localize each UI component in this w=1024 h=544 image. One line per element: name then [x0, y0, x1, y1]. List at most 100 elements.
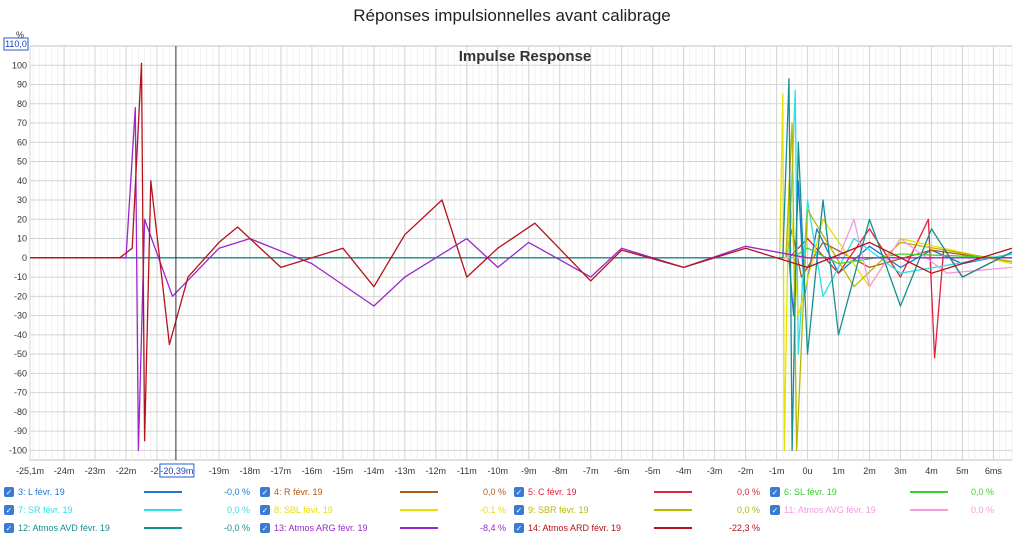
legend-swatch [654, 527, 692, 529]
legend-item[interactable]: ✓ 7: SR févr. 19 0,0 % [4, 502, 250, 518]
checkbox-icon[interactable]: ✓ [4, 505, 14, 515]
checkbox-icon[interactable]: ✓ [514, 505, 524, 515]
x-tick-label: -11m [457, 466, 477, 476]
y-tick-label: -60 [14, 368, 27, 378]
legend-value: 0,0 % [970, 487, 994, 497]
y-tick-label: 70 [17, 118, 27, 128]
checkbox-icon[interactable]: ✓ [260, 523, 270, 533]
checkbox-icon[interactable]: ✓ [260, 505, 270, 515]
legend-value: 0,0 % [226, 505, 250, 515]
x-tick-label: 4m [925, 466, 938, 476]
x-tick-label: 3m [894, 466, 907, 476]
y-tick-label: 100 [12, 60, 27, 70]
series-line [30, 180, 1013, 317]
x-tick-label: 5m [956, 466, 969, 476]
legend-item[interactable]: ✓ 9: SBR févr. 19 0,0 % [514, 502, 760, 518]
checkbox-icon[interactable]: ✓ [4, 487, 14, 497]
page-title: Réponses impulsionnelles avant calibrage [353, 6, 671, 25]
legend-item[interactable]: ✓ 5: C févr. 19 0,0 % [514, 484, 760, 500]
legend-item[interactable]: ✓ 6: SL févr. 19 0,0 % [770, 484, 994, 500]
y-max-label: 110,0 [5, 39, 27, 49]
legend-value: 0,0 % [970, 505, 994, 515]
legend-swatch [144, 491, 182, 493]
legend-value: 0,0 % [736, 487, 760, 497]
x-tick-label: -1m [769, 466, 785, 476]
x-tick-label: -7m [583, 466, 599, 476]
checkbox-icon[interactable]: ✓ [260, 487, 270, 497]
y-tick-label: -80 [14, 407, 27, 417]
x-tick-label: 0u [803, 466, 813, 476]
x-tick-label: -16m [302, 466, 323, 476]
y-tick-label: 0 [22, 253, 27, 263]
x-tick-label: -10m [488, 466, 509, 476]
legend-label: 8: SBL févr. 19 [274, 505, 333, 515]
legend-label: 4: R févr. 19 [274, 487, 323, 497]
legend-item[interactable]: ✓ 12: Atmos AVD févr. 19 -0,0 % [4, 520, 250, 536]
x-tick-label: -25,1m [16, 466, 44, 476]
y-tick-label: 20 [17, 214, 27, 224]
legend-value: -22,3 % [728, 523, 760, 533]
legend-swatch [400, 491, 438, 493]
legend-item[interactable]: ✓ 13: Atmos ARG févr. 19 -8,4 % [260, 520, 506, 536]
legend-swatch [654, 491, 692, 493]
legend-swatch [400, 509, 438, 511]
legend-item[interactable]: ✓ 11: Atmos AVG févr. 19 0,0 % [770, 502, 994, 518]
x-tick-label: -6m [614, 466, 630, 476]
y-tick-label: -90 [14, 426, 27, 436]
checkbox-icon[interactable]: ✓ [770, 505, 780, 515]
legend-item[interactable]: ✓ 8: SBL févr. 19 -0,1 % [260, 502, 506, 518]
y-tick-label: -30 [14, 311, 27, 321]
checkbox-icon[interactable]: ✓ [770, 487, 780, 497]
y-tick-label: 40 [17, 176, 27, 186]
series-line [30, 78, 1013, 452]
legend-label: 5: C févr. 19 [528, 487, 577, 497]
y-axis-unit: % [16, 30, 24, 40]
y-tick-label: 50 [17, 157, 27, 167]
legend-swatch [400, 527, 438, 529]
y-tick-label: -40 [14, 330, 27, 340]
y-tick-label: -50 [14, 349, 27, 359]
legend-item[interactable]: ✓ 4: R févr. 19 0,0 % [260, 484, 506, 500]
legend-label: 14: Atmos ARD févr. 19 [528, 523, 622, 533]
cursor-box [159, 463, 195, 478]
legend-value: -0,1 % [479, 505, 506, 515]
y-tick-label: 80 [17, 99, 27, 109]
y-tick-label: -10 [14, 272, 27, 282]
cursor-label: -20,39m [160, 466, 193, 476]
x-tick-label: 2m [863, 466, 876, 476]
legend-item[interactable]: ✓ 3: L févr. 19 -0,0 % [4, 484, 250, 500]
x-tick-label: -22m [116, 466, 137, 476]
y-tick-label: 90 [17, 80, 27, 90]
legend-value: -8,4 % [479, 523, 506, 533]
checkbox-icon[interactable]: ✓ [514, 487, 524, 497]
x-tick-label: -4m [676, 466, 692, 476]
checkbox-icon[interactable]: ✓ [514, 523, 524, 533]
legend-label: 11: Atmos AVG févr. 19 [784, 505, 876, 515]
y-max-box [3, 37, 29, 51]
x-tick-label: 6ms [985, 466, 1003, 476]
legend-value: 0,0 % [482, 487, 506, 497]
x-tick-label: -17m [271, 466, 292, 476]
x-tick-label: -19m [209, 466, 230, 476]
legend-label: 12: Atmos AVD févr. 19 [18, 523, 110, 533]
y-tick-label: -100 [9, 445, 27, 455]
x-tick-label: -24m [54, 466, 75, 476]
x-tick-label: 1m [832, 466, 845, 476]
impulse-response-chart[interactable]: -25,1m -24m -23m -22m -21 -19m -18m -17m -16m -15… [0, 0, 1024, 480]
x-tick-label: -8m [552, 466, 568, 476]
x-tick-label: -14m [364, 466, 385, 476]
y-tick-label: -20 [14, 291, 27, 301]
x-tick-label: -15m [333, 466, 354, 476]
x-tick-label: -13m [395, 466, 416, 476]
legend-swatch [654, 509, 692, 511]
y-tick-label: -70 [14, 388, 27, 398]
legend-item[interactable]: ✓ 14: Atmos ARD févr. 19 -22,3 % [514, 520, 760, 536]
x-tick-label: -12m [426, 466, 447, 476]
x-tick-label: -9m [521, 466, 537, 476]
y-tick-label: 10 [17, 234, 27, 244]
x-tick-label: -23m [85, 466, 106, 476]
legend-swatch [910, 509, 948, 511]
checkbox-icon[interactable]: ✓ [4, 523, 14, 533]
y-tick-label: 30 [17, 195, 27, 205]
legend-swatch [144, 527, 182, 529]
